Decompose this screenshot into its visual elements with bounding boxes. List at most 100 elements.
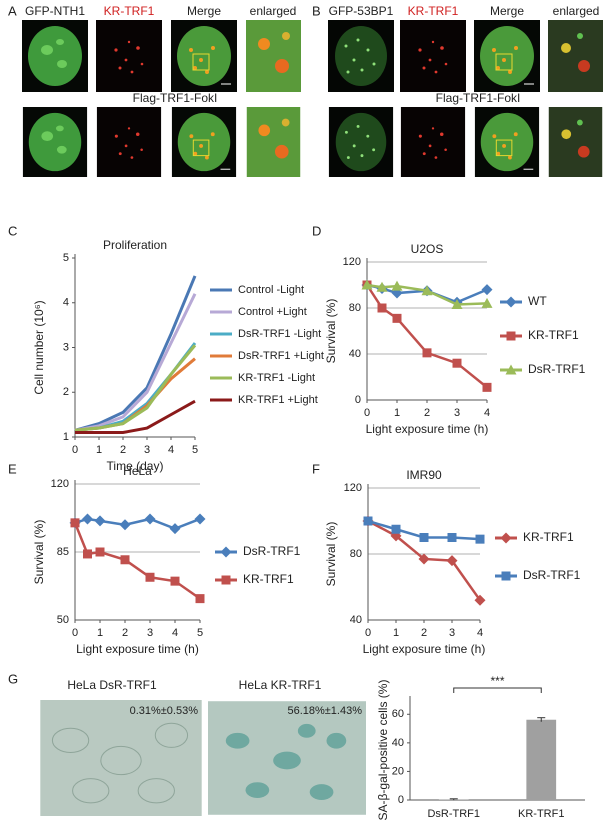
x-tick-label: 3 (144, 444, 150, 456)
marker (452, 358, 462, 368)
x-tick-label: 4 (477, 627, 483, 639)
legend-label: KR-TRF1 -Light (238, 372, 315, 384)
x-tick-label: 1 (394, 407, 400, 419)
micrograph (548, 20, 603, 92)
panel-letter: A (8, 3, 17, 18)
legend-label: WT (528, 294, 547, 308)
panel-letter: D (312, 223, 321, 238)
micrograph (246, 107, 301, 177)
legend-label: DsR-TRF1 +Light (238, 350, 324, 362)
y-tick-label: 4 (63, 297, 69, 309)
micrograph (96, 107, 162, 177)
legend-marker (221, 575, 231, 585)
x-axis-label: Light exposure time (h) (366, 422, 489, 436)
column-header: KR-TRF1 (104, 4, 155, 18)
legend-label: DsR-TRF1 -Light (238, 328, 321, 340)
column-header: enlarged (250, 4, 297, 18)
y-tick-label: 40 (392, 737, 404, 749)
y-tick-label: 50 (57, 614, 69, 626)
legend-label: KR-TRF1 (528, 328, 579, 342)
marker (391, 280, 403, 291)
marker (94, 515, 106, 527)
marker (194, 513, 206, 525)
error-bar (449, 798, 458, 801)
chart-title: Proliferation (103, 238, 167, 252)
micrograph (400, 107, 466, 177)
x-tick-label: 3 (454, 407, 460, 419)
y-tick-label: 1 (63, 431, 69, 443)
x-tick-label: KR-TRF1 (518, 808, 564, 820)
legend-label: Control +Light (238, 306, 307, 318)
legend-label: DsR-TRF1 (528, 362, 586, 376)
micrograph (171, 107, 237, 177)
panel-letter: C (8, 223, 17, 238)
y-tick-label: 5 (63, 252, 69, 264)
micrograph (22, 20, 88, 92)
chart-title: HeLa (123, 464, 152, 478)
micrograph (548, 107, 603, 177)
column-header: Merge (187, 4, 221, 18)
marker (419, 533, 429, 542)
x-tick-label: 5 (197, 627, 203, 639)
x-tick-label: 0 (365, 627, 371, 639)
legend-marker (220, 546, 232, 558)
series-line (73, 522, 201, 600)
chart-title: U2OS (411, 242, 444, 256)
bar (526, 719, 557, 800)
legend-marker (506, 331, 516, 341)
marker (482, 382, 492, 392)
x-tick-label: 4 (168, 444, 174, 456)
y-tick-label: 85 (57, 546, 69, 558)
x-axis-label: Time (day) (107, 459, 164, 473)
x-axis-label: Light exposure time (h) (363, 642, 486, 656)
marker (377, 303, 387, 313)
series-line (74, 517, 201, 531)
y-tick-label: 40 (350, 614, 362, 626)
y-tick-label: 120 (343, 256, 361, 268)
y-axis-label: SA-β-gal-positive cells (%) (376, 680, 390, 821)
micrograph (40, 700, 202, 816)
x-tick-label: 0 (72, 627, 78, 639)
column-header: GFP-NTH1 (25, 4, 85, 18)
micrograph (208, 701, 366, 815)
marker (361, 279, 373, 290)
legend-label: Control -Light (238, 284, 304, 296)
marker (83, 549, 92, 559)
panel-letter: B (312, 3, 321, 18)
y-tick-label: 40 (349, 348, 361, 360)
y-tick-label: 20 (392, 765, 404, 777)
marker (481, 284, 493, 296)
marker (145, 572, 155, 582)
marker (392, 313, 402, 323)
y-tick-label: 60 (392, 708, 404, 720)
marker (70, 518, 80, 528)
x-tick-label: 2 (421, 627, 427, 639)
y-tick-label: 0 (355, 394, 361, 406)
image-stat: 56.18%±1.43% (287, 705, 362, 717)
x-axis-label: Light exposure time (h) (76, 642, 199, 656)
y-tick-label: 80 (350, 548, 362, 560)
micrograph (328, 20, 394, 92)
y-tick-label: 2 (63, 386, 69, 398)
marker (170, 576, 180, 586)
legend-marker (505, 364, 517, 375)
y-axis-label: Cell number (10⁶) (32, 300, 46, 394)
y-axis-label: Survival (%) (324, 522, 338, 587)
series-line (74, 275, 197, 432)
x-tick-label: 1 (97, 627, 103, 639)
column-header: enlarged (553, 4, 600, 18)
significance-label: *** (490, 674, 504, 688)
x-tick-label: 2 (120, 444, 126, 456)
y-tick-label: 80 (349, 302, 361, 314)
micrograph (474, 20, 540, 92)
legend-marker (501, 571, 511, 581)
micrograph (96, 20, 162, 92)
marker (169, 523, 181, 535)
x-tick-label: 4 (484, 407, 490, 419)
marker (474, 594, 486, 606)
micrograph (246, 20, 301, 92)
column-header: KR-TRF1 (408, 4, 459, 18)
legend-label: DsR-TRF1 (523, 568, 581, 582)
